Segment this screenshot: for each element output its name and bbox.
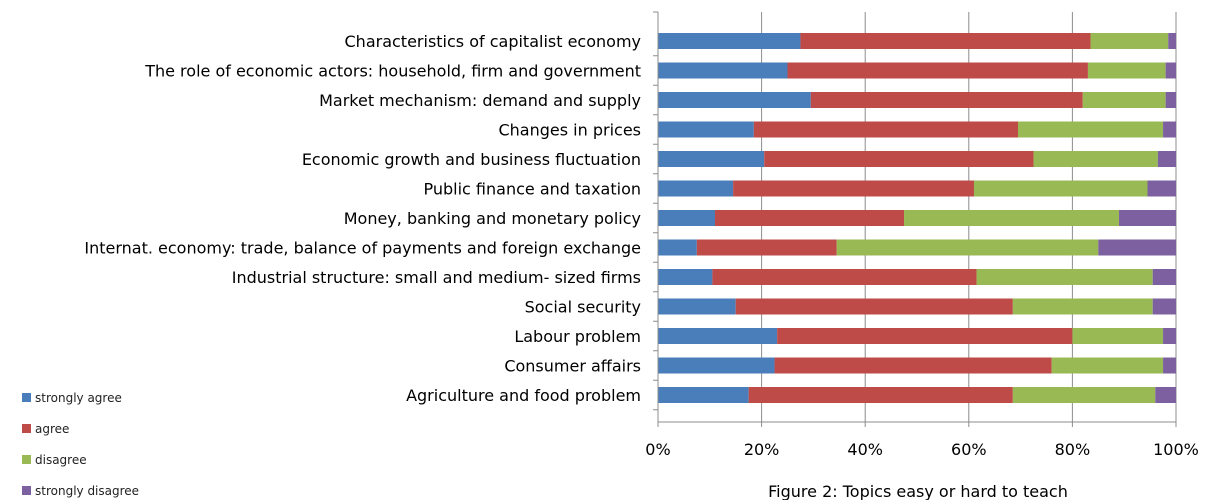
category-label: Industrial structure: small and medium- … (232, 268, 641, 287)
bar-disagree-12 (1051, 357, 1164, 374)
bar-agree-10 (735, 298, 1013, 315)
category-label: Agriculture and food problem (406, 386, 641, 405)
x-tick-label: 80% (1055, 440, 1091, 459)
category-label: Internat. economy: trade, balance of pay… (84, 239, 641, 258)
legend-label: agree (35, 422, 69, 436)
bar-disagree-4 (1018, 121, 1164, 138)
bar-strongly-agree-2 (658, 62, 788, 79)
bar-agree-7 (714, 210, 905, 226)
bar-agree-11 (777, 328, 1073, 344)
bar-disagree-9 (976, 269, 1153, 285)
category-label: Money, banking and monetary policy (344, 209, 641, 228)
category-label: Consumer affairs (504, 357, 641, 376)
category-label: Characteristics of capitalist economy (345, 32, 642, 51)
x-tick-label: 60% (951, 440, 987, 459)
bar-strongly-disagree-1 (1168, 33, 1176, 49)
bar-disagree-3 (1082, 92, 1166, 108)
category-label: Changes in prices (498, 121, 641, 140)
bars (658, 33, 1176, 403)
bar-disagree-2 (1087, 62, 1166, 79)
bar-strongly-agree-10 (658, 298, 736, 315)
bar-strongly-agree-3 (658, 92, 811, 108)
bar-strongly-agree-12 (658, 357, 775, 374)
bar-strongly-agree-5 (658, 151, 765, 167)
bar-strongly-disagree-10 (1152, 298, 1176, 315)
legend-swatch (22, 424, 31, 433)
bar-agree-1 (800, 33, 1091, 49)
legend-swatch (22, 486, 31, 495)
category-label: Economic growth and business fluctuation (302, 150, 641, 169)
axes (653, 11, 1177, 427)
legend-swatch (22, 393, 31, 402)
legend: strongly agree agree disagree strongly disa… (22, 391, 139, 498)
bar-strongly-disagree-3 (1165, 92, 1176, 108)
bar-agree-6 (733, 180, 974, 197)
bar-strongly-agree-11 (658, 328, 778, 344)
bar-disagree-8 (836, 239, 1099, 256)
bar-agree-2 (787, 62, 1088, 79)
bar-disagree-13 (1012, 387, 1156, 403)
bar-strongly-disagree-9 (1152, 269, 1176, 285)
bar-disagree-7 (904, 210, 1120, 226)
category-label: Labour problem (514, 327, 641, 346)
bar-disagree-11 (1072, 328, 1164, 344)
bar-agree-8 (696, 239, 837, 256)
bar-disagree-1 (1090, 33, 1169, 49)
x-tick-labels: 0% 20% 40% 60% 80% 100% (645, 440, 1199, 459)
bar-strongly-agree-6 (658, 180, 734, 197)
category-label: The role of economic actors: household, … (144, 62, 641, 81)
legend-label: strongly disagree (35, 484, 139, 498)
bar-strongly-disagree-5 (1157, 151, 1176, 167)
bar-strongly-agree-1 (658, 33, 801, 49)
bar-disagree-6 (973, 180, 1148, 197)
x-tick-label: 100% (1153, 440, 1199, 459)
legend-label: disagree (35, 453, 87, 467)
category-label: Public finance and taxation (423, 180, 641, 199)
legend-label: strongly agree (35, 391, 122, 405)
bar-strongly-disagree-12 (1163, 357, 1176, 374)
x-tick-label: 0% (645, 440, 670, 459)
category-label: Social security (525, 298, 641, 317)
bar-agree-3 (810, 92, 1083, 108)
bar-strongly-disagree-8 (1098, 239, 1176, 256)
bar-strongly-disagree-4 (1163, 121, 1176, 138)
bar-disagree-10 (1012, 298, 1153, 315)
bar-strongly-disagree-11 (1163, 328, 1176, 344)
bar-agree-12 (774, 357, 1052, 374)
x-tick-label: 40% (847, 440, 883, 459)
bar-strongly-agree-4 (658, 121, 754, 138)
category-labels: Characteristics of capitalist economy The… (84, 32, 641, 405)
bar-strongly-disagree-7 (1119, 210, 1176, 226)
bar-strongly-disagree-2 (1165, 62, 1176, 79)
bar-strongly-agree-7 (658, 210, 715, 226)
bar-strongly-agree-9 (658, 269, 713, 285)
bar-agree-5 (764, 151, 1034, 167)
bar-agree-4 (753, 121, 1019, 138)
x-tick-label: 20% (744, 440, 780, 459)
category-label: Market mechanism: demand and supply (319, 91, 641, 110)
bar-strongly-agree-13 (658, 387, 749, 403)
bar-strongly-disagree-13 (1155, 387, 1176, 403)
bar-disagree-5 (1033, 151, 1158, 167)
bar-agree-13 (748, 387, 1013, 403)
bar-strongly-disagree-6 (1147, 180, 1176, 197)
legend-swatch (22, 455, 31, 464)
bar-agree-9 (712, 269, 977, 285)
figure-caption: Figure 2: Topics easy or hard to teach (768, 482, 1068, 500)
bar-strongly-agree-8 (658, 239, 697, 256)
